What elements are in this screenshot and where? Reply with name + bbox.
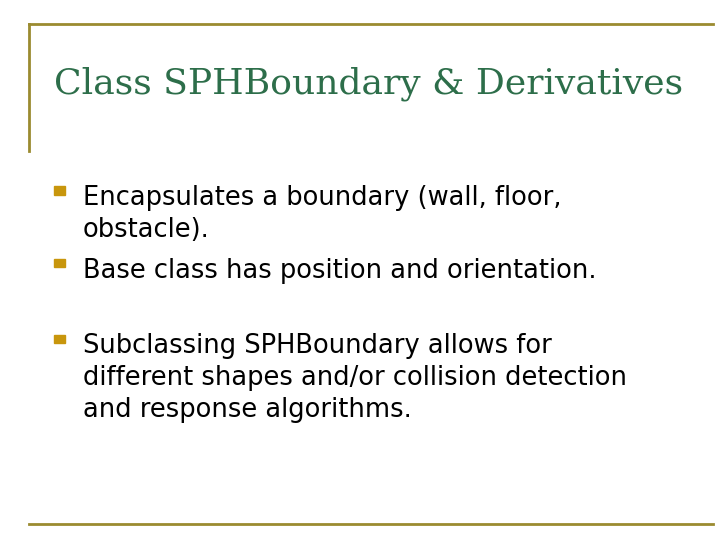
- Text: Encapsulates a boundary (wall, floor,
obstacle).: Encapsulates a boundary (wall, floor, ob…: [83, 185, 562, 242]
- Bar: [54, 186, 65, 194]
- Bar: [54, 259, 65, 267]
- Bar: [54, 335, 65, 343]
- Text: Subclassing SPHBoundary allows for
different shapes and/or collision detection
a: Subclassing SPHBoundary allows for diffe…: [83, 333, 627, 423]
- Text: Class SPHBoundary & Derivatives: Class SPHBoundary & Derivatives: [54, 66, 683, 101]
- Text: Base class has position and orientation.: Base class has position and orientation.: [83, 258, 596, 284]
